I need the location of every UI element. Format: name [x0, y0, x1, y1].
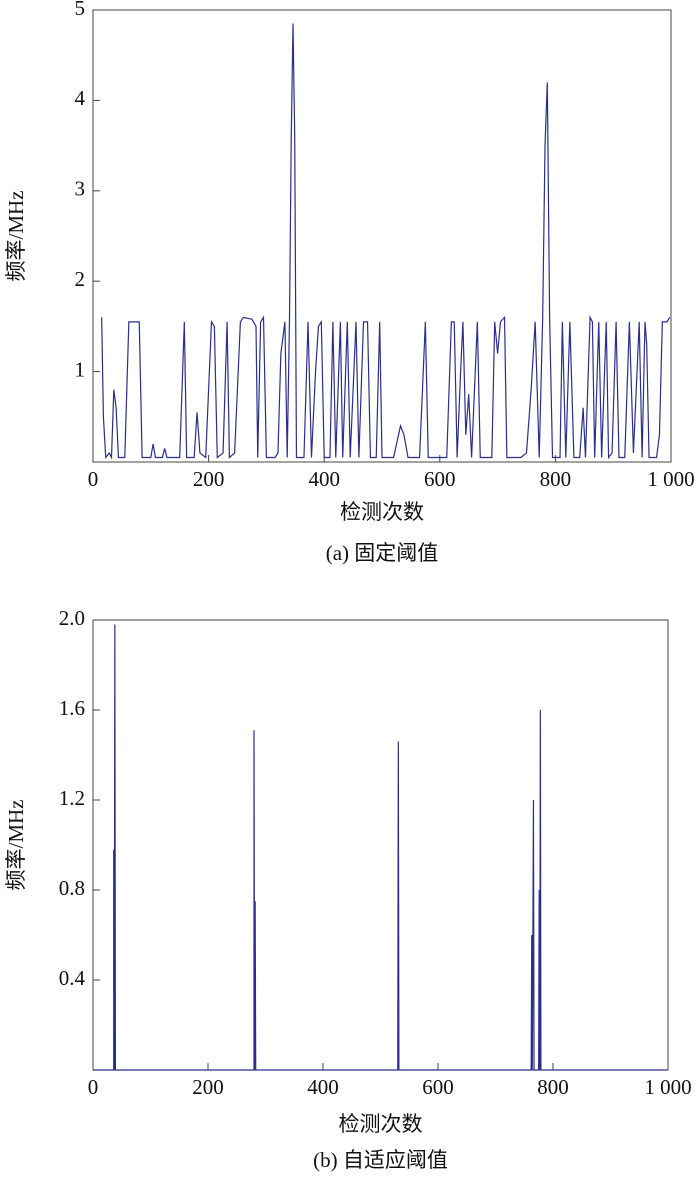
y-tick-label: 3: [75, 177, 86, 201]
y-axis-label: 频率/MHz: [4, 191, 28, 282]
x-tick-label: 600: [422, 1075, 454, 1099]
x-tick-label: 800: [537, 1075, 569, 1099]
y-tick-label: 1: [75, 357, 86, 381]
x-tick-label: 0: [88, 1075, 99, 1099]
x-tick-label: 400: [307, 1075, 339, 1099]
y-axis-label: 频率/MHz: [4, 800, 28, 891]
x-tick-label: 400: [308, 467, 340, 491]
y-tick-label: 0.8: [59, 876, 85, 900]
data-line: [93, 624, 668, 1071]
y-tick-label: 0.4: [59, 966, 86, 990]
x-axis-label: 检测次数: [339, 1112, 423, 1136]
y-tick-label: 1.2: [59, 786, 85, 810]
x-tick-label: 600: [424, 467, 456, 491]
plot-frame: [92, 619, 669, 1071]
x-tick-label: 0: [88, 467, 99, 491]
y-tick-label: 2: [75, 267, 86, 291]
y-tick-label: 5: [75, 0, 86, 20]
x-tick-label: 1 000: [644, 1075, 691, 1099]
x-tick-label: 800: [540, 467, 572, 491]
plot-frame: [92, 9, 672, 463]
caption: (b) 自适应阈值: [313, 1148, 448, 1172]
x-axis-label: 检测次数: [340, 500, 424, 524]
caption: (a) 固定阈值: [326, 541, 439, 565]
data-line: [101, 23, 671, 460]
x-tick-label: 200: [192, 1075, 224, 1099]
x-tick-label: 1 000: [647, 467, 694, 491]
y-tick-label: 1.6: [59, 696, 85, 720]
y-tick-label: 4: [75, 86, 86, 110]
x-tick-label: 200: [193, 467, 225, 491]
y-tick-label: 2.0: [59, 606, 85, 630]
